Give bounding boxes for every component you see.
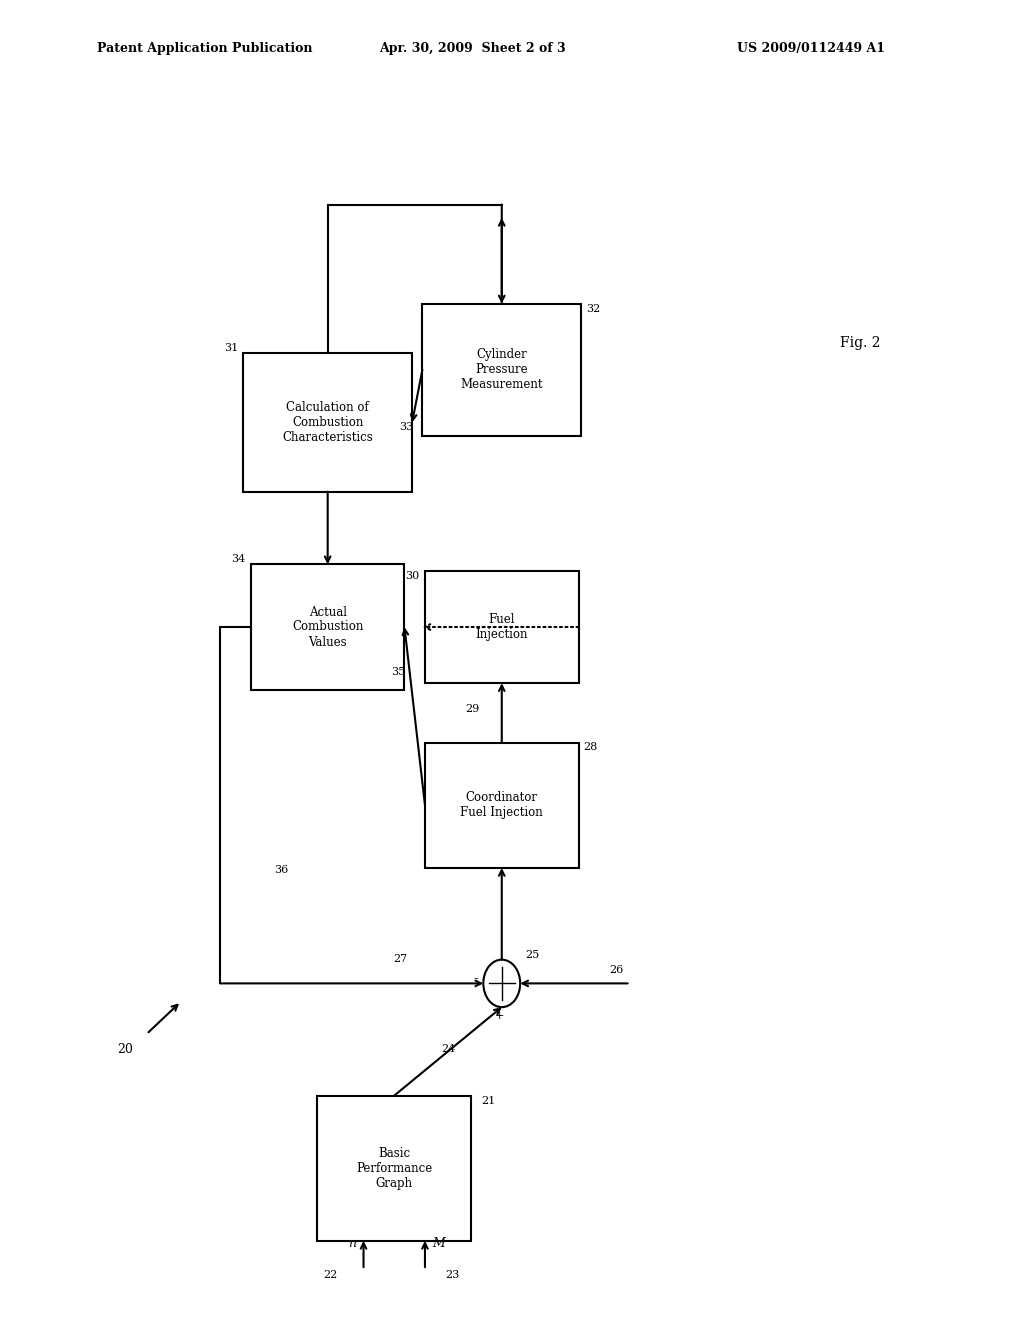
Text: 32: 32 bbox=[586, 304, 600, 314]
Bar bbox=[317, 1096, 471, 1241]
Text: 33: 33 bbox=[399, 421, 414, 432]
Text: Cylinder
Pressure
Measurement: Cylinder Pressure Measurement bbox=[461, 348, 543, 391]
Text: Fuel
Injection: Fuel Injection bbox=[475, 612, 528, 642]
Text: Fig. 2: Fig. 2 bbox=[840, 337, 881, 350]
Text: US 2009/0112449 A1: US 2009/0112449 A1 bbox=[737, 42, 886, 55]
Bar bbox=[425, 570, 579, 682]
Text: 36: 36 bbox=[274, 865, 289, 875]
Text: 30: 30 bbox=[406, 570, 420, 581]
Text: 21: 21 bbox=[481, 1096, 496, 1106]
Text: +: + bbox=[495, 1011, 505, 1022]
Text: 23: 23 bbox=[445, 1270, 460, 1280]
Text: Calculation of
Combustion
Characteristics: Calculation of Combustion Characteristic… bbox=[283, 401, 373, 444]
Bar bbox=[251, 565, 404, 689]
Text: Apr. 30, 2009  Sheet 2 of 3: Apr. 30, 2009 Sheet 2 of 3 bbox=[379, 42, 565, 55]
Text: 31: 31 bbox=[224, 343, 238, 352]
Text: Actual
Combustion
Values: Actual Combustion Values bbox=[292, 606, 364, 648]
Bar bbox=[425, 742, 579, 869]
Text: 29: 29 bbox=[465, 704, 479, 714]
Text: Coordinator
Fuel Injection: Coordinator Fuel Injection bbox=[461, 791, 543, 820]
Text: Patent Application Publication: Patent Application Publication bbox=[97, 42, 312, 55]
Text: 28: 28 bbox=[584, 742, 598, 752]
Circle shape bbox=[483, 960, 520, 1007]
Text: M: M bbox=[432, 1237, 444, 1250]
Text: 22: 22 bbox=[324, 1270, 338, 1280]
Text: -: - bbox=[473, 973, 478, 986]
Text: 20: 20 bbox=[117, 1043, 133, 1056]
Text: 27: 27 bbox=[393, 953, 408, 964]
Text: 34: 34 bbox=[231, 554, 246, 565]
Text: 26: 26 bbox=[609, 965, 624, 975]
Text: 35: 35 bbox=[391, 667, 406, 677]
Text: 25: 25 bbox=[525, 949, 540, 960]
Bar bbox=[244, 352, 412, 491]
Text: n: n bbox=[348, 1237, 356, 1250]
Bar bbox=[422, 304, 582, 436]
Text: Basic
Performance
Graph: Basic Performance Graph bbox=[356, 1147, 432, 1189]
Text: 24: 24 bbox=[441, 1044, 456, 1055]
